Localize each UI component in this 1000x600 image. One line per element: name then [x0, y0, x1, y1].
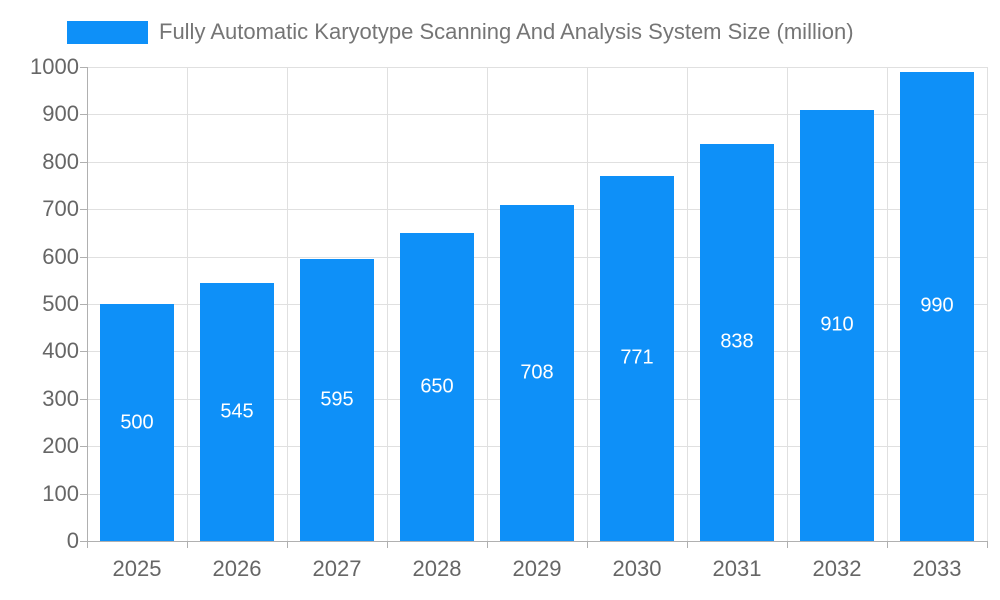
y-axis-tick-label: 500 — [42, 291, 79, 316]
bar-value-label: 990 — [920, 294, 954, 317]
y-tick — [80, 541, 87, 542]
bar-value-label: 595 — [320, 388, 354, 411]
x-tick — [587, 541, 588, 548]
y-axis-tick-label: 0 — [66, 528, 79, 553]
y-tick — [80, 398, 87, 400]
y-tick — [80, 493, 87, 495]
y-axis-tick-label: 800 — [42, 148, 79, 174]
legend-swatch — [67, 20, 148, 44]
y-tick — [80, 114, 87, 116]
y-tick — [80, 67, 87, 68]
bar[interactable]: 545 — [200, 282, 274, 541]
bar[interactable]: 650 — [400, 232, 474, 541]
bar-value-label: 771 — [620, 346, 654, 369]
y-tick — [80, 209, 87, 211]
v-gridline — [987, 67, 988, 541]
y-tick — [80, 446, 87, 448]
y-axis-tick-label: 200 — [42, 433, 79, 459]
v-gridline — [687, 67, 688, 541]
x-axis-line — [87, 541, 988, 542]
h-gridline — [87, 67, 987, 68]
v-gridline — [887, 67, 888, 541]
bar-value-label: 545 — [220, 400, 254, 423]
y-tick — [80, 304, 87, 305]
v-gridline — [487, 67, 488, 541]
y-axis-tick-label: 400 — [42, 338, 79, 364]
bar[interactable]: 910 — [800, 109, 874, 541]
bar[interactable]: 708 — [500, 205, 574, 541]
x-axis-tick-label: 2026 — [212, 556, 262, 581]
y-axis-line — [87, 67, 88, 541]
y-axis-tick-label: 300 — [42, 385, 79, 411]
v-gridline — [387, 67, 388, 541]
x-axis-tick-label: 2032 — [812, 556, 862, 581]
bar-value-label: 838 — [720, 330, 754, 353]
y-axis-tick-label: 1000 — [30, 54, 79, 79]
x-axis-tick-label: 2030 — [612, 556, 662, 581]
bar-value-label: 500 — [120, 411, 154, 433]
x-tick — [887, 541, 888, 548]
plot-area: 500 545 595 650 708 771 838 910 990 — [87, 67, 987, 541]
x-tick — [87, 541, 88, 548]
x-tick — [787, 541, 788, 548]
bar-value-label: 650 — [420, 375, 454, 398]
x-axis-tick-label: 2031 — [712, 556, 762, 581]
legend-label: Fully Automatic Karyotype Scanning And A… — [159, 19, 854, 44]
h-gridline — [87, 161, 987, 163]
x-axis-tick-label: 2028 — [412, 556, 462, 581]
h-gridline — [87, 114, 987, 116]
x-tick — [287, 541, 288, 548]
x-tick — [487, 541, 488, 548]
legend-item[interactable]: Fully Automatic Karyotype Scanning And A… — [67, 18, 854, 46]
bar[interactable]: 838 — [700, 143, 774, 541]
x-tick — [987, 541, 988, 548]
v-gridline — [287, 67, 288, 541]
v-gridline — [187, 67, 188, 541]
x-axis-tick-label: 2027 — [312, 556, 362, 581]
y-axis-tick-label: 100 — [42, 480, 79, 506]
v-gridline — [787, 67, 788, 541]
x-tick — [687, 541, 688, 548]
v-gridline — [587, 67, 588, 541]
y-tick — [80, 161, 87, 163]
x-axis-tick-label: 2025 — [112, 556, 162, 581]
y-axis-tick-label: 600 — [42, 243, 79, 269]
x-tick — [187, 541, 188, 548]
y-tick — [80, 351, 87, 353]
bar-value-label: 910 — [820, 313, 854, 336]
x-axis-tick-label: 2029 — [512, 556, 562, 581]
y-axis-tick-label: 700 — [42, 196, 79, 222]
bar[interactable]: 990 — [900, 71, 974, 541]
y-axis-tick-label: 900 — [42, 101, 79, 127]
bar[interactable]: 771 — [600, 175, 674, 541]
x-tick — [387, 541, 388, 548]
bar-value-label: 708 — [520, 361, 554, 384]
y-tick — [80, 256, 87, 258]
bar[interactable]: 500 — [100, 304, 174, 541]
x-axis-tick-label: 2033 — [912, 556, 962, 581]
bar[interactable]: 595 — [300, 258, 374, 541]
